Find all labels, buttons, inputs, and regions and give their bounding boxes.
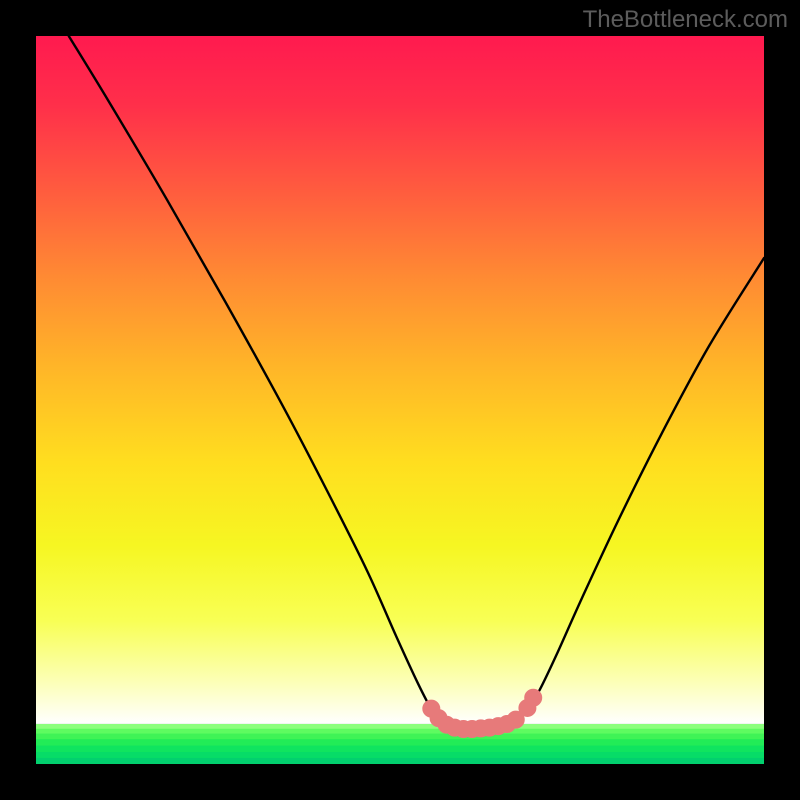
- gradient-background: [36, 36, 764, 724]
- green-band-stripe: [36, 724, 764, 729]
- plot-svg: [36, 36, 764, 764]
- green-band-stripe: [36, 746, 764, 753]
- plot-area: [36, 36, 764, 764]
- green-band-stripe: [36, 729, 764, 734]
- green-band-stripe: [36, 758, 764, 764]
- watermark-text: TheBottleneck.com: [583, 6, 788, 34]
- green-band-stripe: [36, 734, 764, 740]
- green-band-stripe: [36, 739, 764, 746]
- figure-frame: TheBottleneck.com: [0, 0, 800, 800]
- highlight-marker: [525, 689, 542, 706]
- green-band-stripe: [36, 752, 764, 759]
